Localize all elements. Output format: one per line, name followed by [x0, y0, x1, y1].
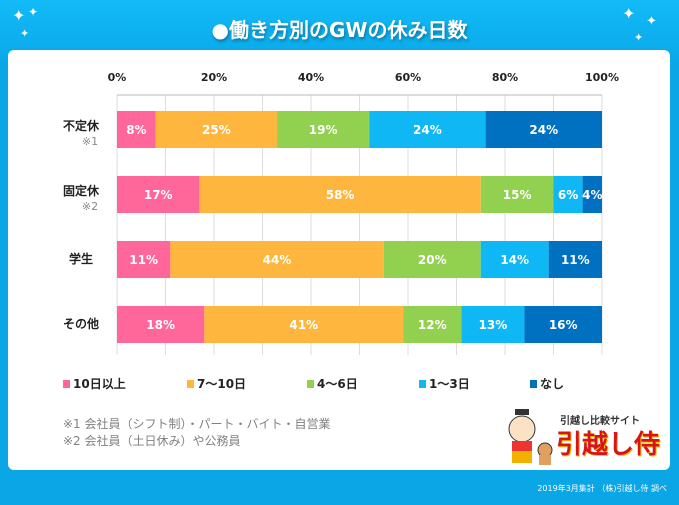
x-tick-label: 40% [298, 71, 324, 84]
x-tick-label: 0% [108, 71, 127, 84]
legend-item: 4～6日 [307, 375, 358, 392]
sparkle-icon: ✦ [20, 27, 30, 40]
samurai-mascot-logo [508, 409, 553, 465]
category-label: 学生 [69, 251, 93, 266]
logo-subtitle: 引越し比較サイト [560, 416, 640, 427]
sparkle-icon: ✦ [12, 6, 26, 25]
data-label: 8% [126, 123, 146, 137]
data-label: 15% [503, 188, 532, 202]
legend-swatch [419, 379, 426, 388]
data-label: 13% [479, 318, 508, 332]
bar-segment [369, 111, 486, 148]
data-label: 14% [500, 253, 529, 267]
bar-segment [548, 241, 602, 278]
category-label: 固定休 [63, 183, 100, 198]
legend-label: 1～3日 [429, 377, 470, 391]
data-label: 24% [413, 123, 442, 137]
data-label: 19% [309, 123, 338, 137]
data-label: 41% [289, 318, 318, 332]
legend-item: 10日以上 [63, 375, 126, 392]
x-tick-label: 60% [395, 71, 421, 84]
bar-segment [204, 306, 404, 343]
legend-swatch [187, 379, 194, 388]
data-label: 12% [418, 318, 447, 332]
data-label: 58% [326, 188, 355, 202]
bar-segment [524, 306, 602, 343]
sparkle-icon: ✦ [622, 4, 636, 23]
bar-segment [553, 176, 583, 213]
legend-swatch [530, 379, 537, 388]
data-label: 11% [129, 253, 158, 267]
data-label: 11% [561, 253, 590, 267]
bar-segment [155, 111, 278, 148]
legend-label: 10日以上 [73, 377, 126, 391]
data-label: 20% [418, 253, 447, 267]
category-note: ※2 [82, 200, 98, 213]
legend-item: 1～3日 [419, 375, 470, 392]
category-label: その他 [63, 316, 99, 331]
legend-item: 7～10日 [187, 375, 246, 392]
legend-label: 4～6日 [317, 377, 358, 391]
data-label: 4% [582, 188, 602, 202]
footnote-1: ※1 会社員（シフト制）・パート・バイト・自営業 [63, 417, 331, 431]
sparkle-icon: ✦ [634, 31, 644, 44]
logo-name: 引越し侍 [556, 430, 661, 460]
legend-item: なし [530, 375, 564, 392]
chart-title: ●働き方別のGWの休み日数 [211, 18, 468, 42]
data-label: 18% [146, 318, 175, 332]
bar-segment [480, 241, 549, 278]
x-tick-label: 80% [492, 71, 518, 84]
sparkle-icon: ✦ [28, 5, 39, 19]
legend-label: 7～10日 [197, 377, 247, 391]
category-label: 不定休 [63, 118, 100, 133]
sparkle-icon: ✦ [646, 14, 657, 29]
bar-segment [117, 111, 156, 148]
bar-segment [117, 176, 200, 213]
legend-swatch [307, 379, 314, 388]
data-label: 6% [558, 188, 578, 202]
bar-segment [480, 176, 554, 213]
bar-segment [199, 176, 481, 213]
bar-segment [383, 241, 481, 278]
legend-label: なし [540, 377, 565, 391]
legend-swatch [63, 379, 70, 388]
bar-segment [170, 241, 384, 278]
category-note: ※1 [82, 135, 98, 148]
bar-segment [117, 241, 171, 278]
bar-segment [461, 306, 525, 343]
data-label: 17% [144, 188, 173, 202]
footnote-2: ※2 会社員（土日休み）や公務員 [63, 434, 241, 448]
bar-segment [582, 176, 602, 213]
bar-segment [117, 306, 205, 343]
bar-segment [403, 306, 462, 343]
data-label: 16% [549, 318, 578, 332]
data-label: 25% [202, 123, 231, 137]
data-label: 44% [263, 253, 292, 267]
x-tick-label: 20% [201, 71, 227, 84]
source-credit: 2019年3月集計 （株)引越し侍 調べ [537, 484, 667, 493]
bar-segment [277, 111, 370, 148]
bar-segment [485, 111, 602, 148]
x-tick-label: 100% [585, 71, 619, 84]
data-label: 24% [529, 123, 558, 137]
